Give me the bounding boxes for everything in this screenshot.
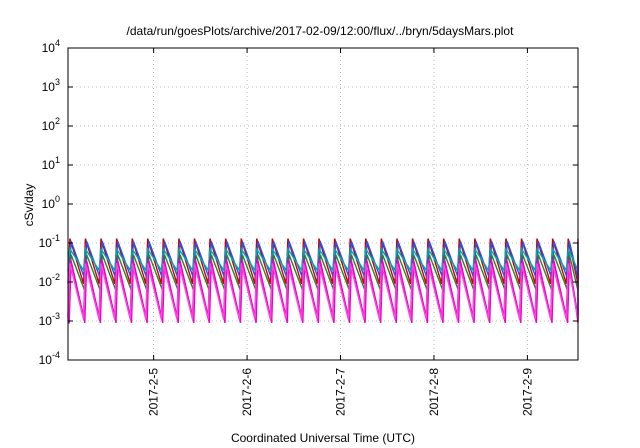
y-tick-label: 10-1 — [39, 233, 60, 250]
y-axis-label: cSv/day — [22, 184, 36, 227]
x-axis-label: Coordinated Universal Time (UTC) — [231, 431, 415, 445]
y-tick-label: 10-2 — [39, 272, 60, 289]
y-tick-label: 101 — [42, 155, 60, 172]
y-tick-label: 102 — [42, 116, 60, 133]
plot-area — [67, 238, 579, 324]
series-line — [68, 260, 579, 324]
series-line — [67, 263, 579, 320]
y-tick-label: 10-3 — [39, 311, 60, 328]
y-tick-label: 103 — [42, 77, 60, 94]
series-line — [67, 246, 579, 273]
y-tick-label: 104 — [42, 38, 60, 55]
x-tick-label: 2017-2-6 — [240, 368, 254, 416]
axes: 10-4 10-3 10-2 10-1 100 101 102 103 104 2017-2-5 2… — [39, 38, 578, 416]
y-tick-label: 100 — [42, 194, 60, 211]
x-tick-label: 2017-2-9 — [520, 368, 534, 416]
chart-title: /data/run/goesPlots/archive/2017-02-09/1… — [127, 24, 515, 38]
x-tick-label: 2017-2-7 — [334, 368, 348, 416]
x-tick-label: 2017-2-8 — [427, 368, 441, 416]
x-tick-label: 2017-2-5 — [147, 368, 161, 416]
y-tick-label: 10-4 — [39, 350, 60, 367]
